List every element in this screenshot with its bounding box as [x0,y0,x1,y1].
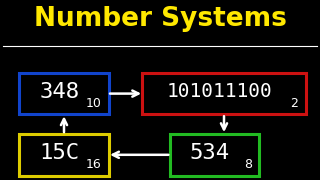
Text: 10: 10 [85,97,101,110]
Text: 534: 534 [189,143,230,163]
Text: Number Systems: Number Systems [34,6,286,32]
Text: 8: 8 [244,158,252,171]
Text: 2: 2 [290,97,298,110]
Text: 16: 16 [86,158,101,171]
Text: 101011100: 101011100 [166,82,272,101]
Text: 348: 348 [39,82,79,102]
Text: 15C: 15C [39,143,79,163]
